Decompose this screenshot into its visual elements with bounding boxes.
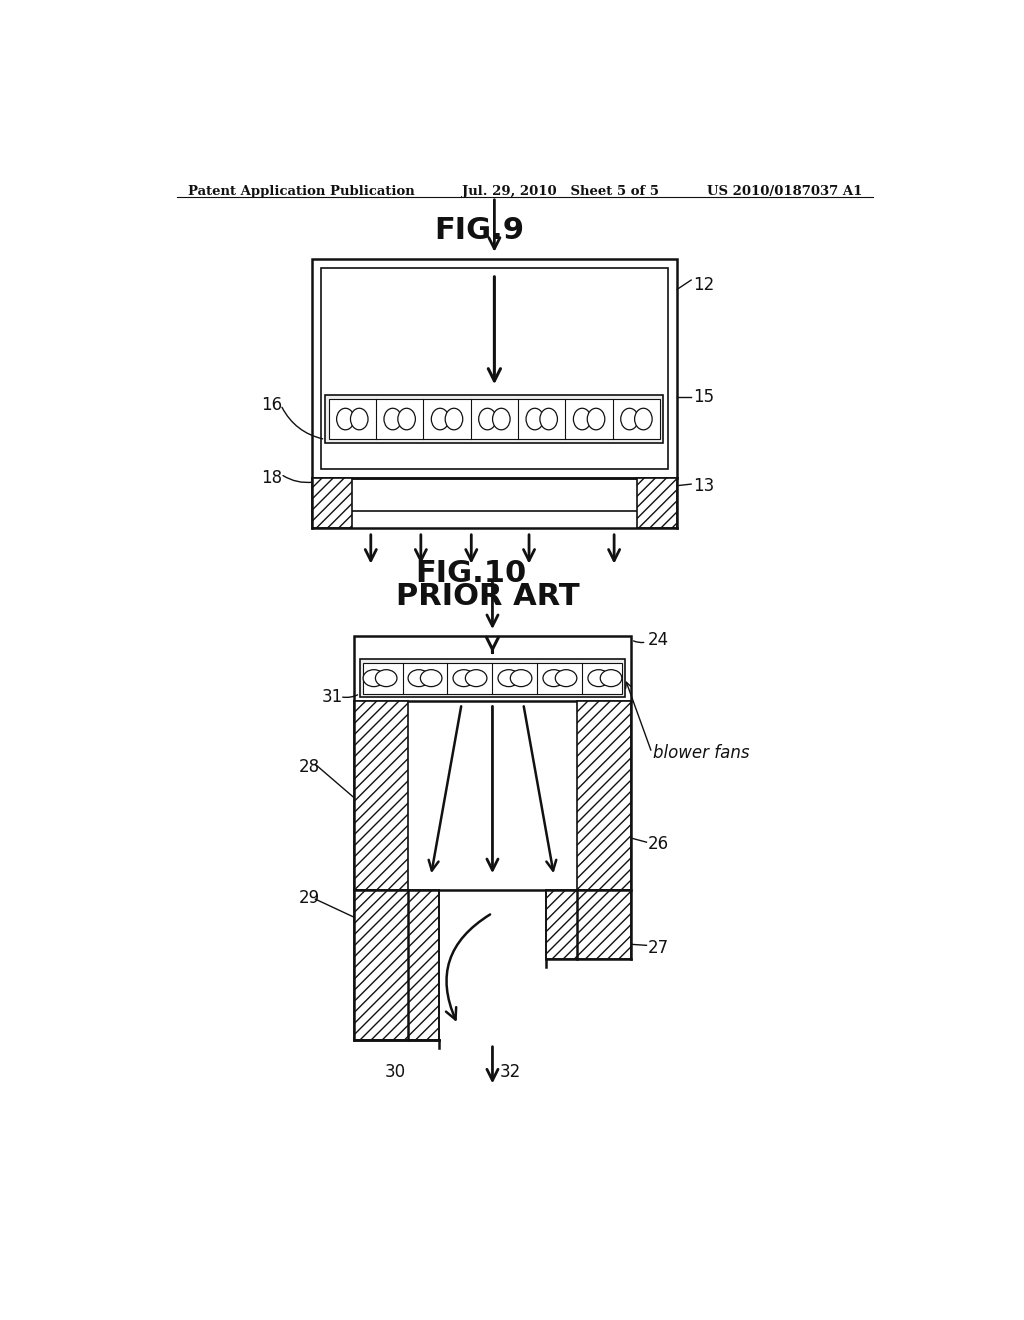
Text: 27: 27 [648,939,669,957]
Text: Jul. 29, 2010   Sheet 5 of 5: Jul. 29, 2010 Sheet 5 of 5 [462,185,658,198]
Text: blower fans: blower fans [652,744,750,762]
Ellipse shape [588,669,609,686]
Text: 18: 18 [261,469,283,487]
Text: 24: 24 [648,631,669,648]
Text: 29: 29 [298,888,319,907]
Ellipse shape [431,408,449,430]
Text: 31: 31 [322,689,343,706]
Bar [364,663,622,693]
Ellipse shape [350,408,368,430]
Ellipse shape [555,669,577,686]
Ellipse shape [573,408,591,430]
Ellipse shape [498,669,519,686]
Bar [321,268,668,469]
Ellipse shape [543,669,564,686]
Ellipse shape [409,669,430,686]
Bar [578,701,631,890]
Bar [360,659,625,697]
Ellipse shape [465,669,487,686]
Bar [311,478,351,528]
Ellipse shape [635,408,652,430]
Ellipse shape [337,408,354,430]
Ellipse shape [453,669,474,686]
Text: FIG.9: FIG.9 [435,216,525,246]
Ellipse shape [478,408,497,430]
Text: US 2010/0187037 A1: US 2010/0187037 A1 [707,185,862,198]
Text: 30: 30 [385,1063,406,1081]
Text: 32: 32 [500,1063,521,1081]
Ellipse shape [376,669,397,686]
Ellipse shape [445,408,463,430]
Ellipse shape [587,408,605,430]
Text: Patent Application Publication: Patent Application Publication [188,185,415,198]
Bar [330,400,659,438]
Ellipse shape [364,669,385,686]
Bar [354,890,438,1040]
Bar [354,701,408,890]
Text: FIG.10: FIG.10 [416,558,526,587]
Ellipse shape [621,408,638,430]
Ellipse shape [398,408,416,430]
Ellipse shape [493,408,510,430]
Bar [547,890,631,960]
Bar [354,636,631,701]
Text: 26: 26 [648,834,669,853]
Ellipse shape [540,408,557,430]
Text: 12: 12 [692,276,714,294]
Text: 13: 13 [692,477,714,495]
Ellipse shape [526,408,544,430]
Text: PRIOR ART: PRIOR ART [396,582,580,611]
Ellipse shape [421,669,442,686]
Ellipse shape [600,669,622,686]
Text: 28: 28 [298,758,319,776]
Ellipse shape [384,408,401,430]
Ellipse shape [510,669,531,686]
Bar [637,478,677,528]
Text: 16: 16 [261,396,283,413]
Bar [326,395,664,444]
Bar [311,259,677,478]
Text: 15: 15 [692,388,714,407]
